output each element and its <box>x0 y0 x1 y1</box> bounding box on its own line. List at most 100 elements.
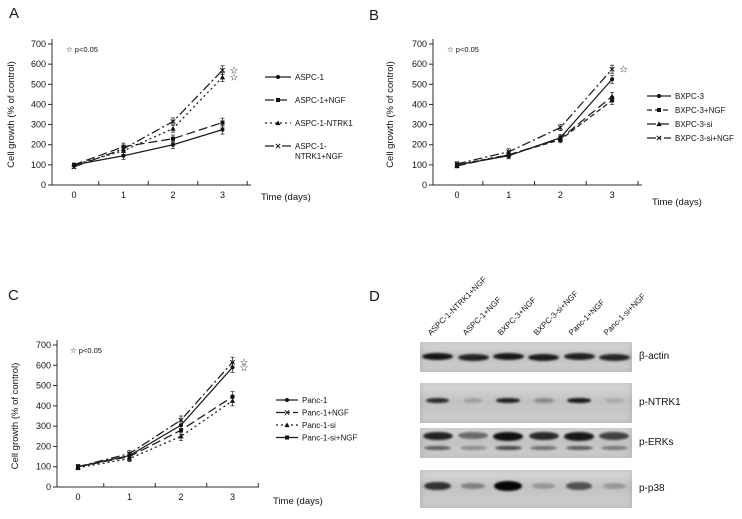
data-marker-square <box>220 120 225 125</box>
blot-band <box>565 445 593 450</box>
y-axis-title: Cell growth (% of control) <box>6 61 17 168</box>
y-tick-label: 100 <box>31 160 46 170</box>
series-line <box>456 99 613 166</box>
data-marker-x <box>284 409 290 416</box>
data-marker-x <box>229 359 236 365</box>
series-line <box>77 361 233 468</box>
data-marker-circle <box>121 153 126 158</box>
y-tick-label: 600 <box>31 59 46 69</box>
y-tick-label: 600 <box>412 59 427 69</box>
y-tick-label: 700 <box>31 39 46 49</box>
x-tick-label: 0 <box>75 492 80 502</box>
blot-band <box>605 398 624 403</box>
data-marker-square <box>230 394 235 399</box>
series-line <box>456 68 613 165</box>
series-line <box>77 366 233 468</box>
data-marker-triangle <box>557 136 563 141</box>
panel-label-b: B <box>369 7 380 24</box>
data-marker-x <box>506 149 512 155</box>
data-marker-square <box>285 435 289 440</box>
data-marker-triangle <box>609 93 615 99</box>
y-tick-label: 300 <box>412 120 427 130</box>
x-tick-label: 2 <box>170 190 175 200</box>
x-tick-label: 3 <box>220 190 225 200</box>
data-marker-circle <box>220 127 225 132</box>
data-marker-square <box>179 428 183 433</box>
blot-band <box>600 445 628 450</box>
legend-label: ASPC-1 <box>295 73 324 82</box>
x-axis-title: Time (days) <box>261 192 311 203</box>
blot-row-label: p-ERKs <box>639 437 674 448</box>
blot-band <box>457 354 489 362</box>
legend-label: Panc-1-si <box>302 421 336 430</box>
data-marker-triangle <box>170 126 176 131</box>
blot-band <box>463 398 483 403</box>
legend-label: Panc-1 <box>302 396 328 405</box>
y-tick-label: 500 <box>31 79 46 89</box>
data-marker-circle <box>610 77 615 82</box>
y-tick-label: 700 <box>412 39 427 49</box>
blot-band <box>422 432 453 441</box>
series-line <box>77 396 233 468</box>
y-tick-label: 200 <box>412 140 427 150</box>
blot-band <box>494 445 522 450</box>
blot-row-label: β-actin <box>639 351 670 362</box>
legend-label: BXPC-3-si+NGF <box>675 134 734 143</box>
x-tick-label: 1 <box>127 492 132 502</box>
data-marker-x <box>71 164 77 170</box>
series-line <box>456 95 613 167</box>
legend-label: BXPC-3+NGF <box>675 106 726 115</box>
blot-row-label: p-p38 <box>639 483 665 494</box>
data-marker-triangle <box>275 120 281 126</box>
y-tick-label: 300 <box>36 421 51 431</box>
panel-d-blot: ASPC-1-NTRK1+NGF ASPC-1+NGF BXPC-3+NGF BXPC… <box>371 259 742 519</box>
series-line <box>73 129 223 166</box>
y-tick-label: 0 <box>46 482 51 492</box>
blot-band <box>566 398 592 403</box>
series-line <box>73 76 223 166</box>
y-tick-label: 300 <box>31 120 46 130</box>
data-marker-circle <box>276 75 280 79</box>
y-tick-label: 600 <box>36 360 51 370</box>
y-tick-label: 100 <box>36 462 51 472</box>
significance-note: ☆ p<0.05 <box>447 45 479 54</box>
y-axis-title: Cell growth (% of control) <box>10 363 21 470</box>
y-tick-label: 700 <box>36 340 51 350</box>
significance-star: ☆ <box>230 73 239 84</box>
series-line <box>73 121 223 166</box>
data-marker-triangle <box>219 74 226 80</box>
legend-label: ASPC-1-NTRK1+NGF <box>295 142 343 161</box>
x-tick-label: 0 <box>454 190 459 200</box>
blot-band <box>532 483 556 489</box>
series-line <box>73 69 223 168</box>
data-marker-x <box>557 125 563 131</box>
x-tick-label: 1 <box>506 190 511 200</box>
data-marker-x <box>178 417 184 423</box>
blot-band <box>424 481 451 491</box>
y-tick-label: 0 <box>41 180 46 190</box>
x-axis-title: Time (days) <box>273 496 323 507</box>
blot-band <box>494 481 523 491</box>
significance-note: ☆ p<0.05 <box>66 45 98 54</box>
x-tick-label: 1 <box>121 190 126 200</box>
significance-note: ☆ p<0.05 <box>70 346 102 355</box>
data-marker-square <box>171 136 175 141</box>
blot-row-label: p-NTRK1 <box>639 397 681 408</box>
y-tick-label: 200 <box>36 441 51 451</box>
y-tick-label: 100 <box>412 160 427 170</box>
data-marker-triangle <box>284 422 290 428</box>
blot-strip <box>420 342 632 372</box>
blot-band <box>459 445 487 450</box>
growth-chart-bxpc3: 0 100 200 300 400 500 600 700 0 1 2 3 Cell growth (%… <box>385 39 734 208</box>
x-tick-label: 0 <box>71 190 76 200</box>
data-marker-x <box>656 135 662 141</box>
series-line <box>77 400 233 469</box>
data-marker-square <box>76 464 80 469</box>
y-tick-label: 400 <box>31 99 46 109</box>
x-tick-label: 2 <box>178 492 183 502</box>
data-marker-square <box>657 108 661 112</box>
blot-band <box>461 482 485 490</box>
blot-band <box>528 354 560 362</box>
blot-band <box>530 445 558 450</box>
